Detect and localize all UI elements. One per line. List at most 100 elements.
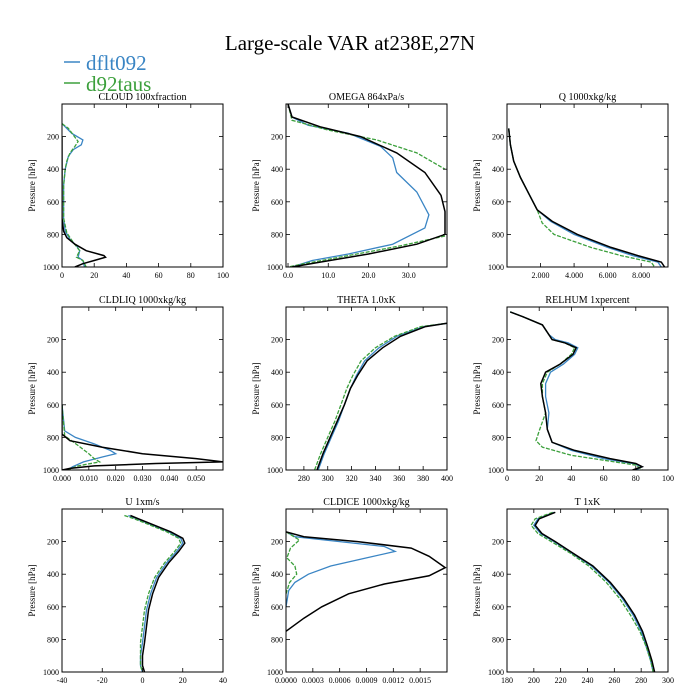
- x-tick-label: 340: [369, 474, 381, 483]
- y-tick-label: 600: [492, 198, 504, 207]
- x-tick-label: 0.030: [134, 474, 152, 483]
- y-axis-label: Pressure [hPa]: [27, 564, 37, 616]
- panel-title: OMEGA 864xPa/s: [329, 92, 404, 103]
- x-tick-label: 0.0000: [275, 676, 297, 685]
- x-tick-label: 60: [600, 474, 608, 483]
- x-tick-label: 40: [122, 271, 130, 280]
- series-group: [286, 531, 447, 632]
- panel-title: CLDICE 1000xkg/kg: [323, 497, 409, 508]
- x-tick-label: 8.000: [632, 271, 650, 280]
- series-line-line-2: [287, 235, 446, 267]
- y-tick-label: 800: [492, 230, 504, 239]
- series-line-line-2: [316, 322, 447, 470]
- series-line-d92taus: [530, 511, 654, 672]
- y-axis-label: Pressure [hPa]: [251, 159, 261, 211]
- series-line-line-2: [62, 136, 107, 267]
- y-tick-label: 1000: [43, 466, 59, 475]
- y-tick-label: 800: [271, 230, 283, 239]
- x-tick-label: 280: [298, 474, 310, 483]
- y-tick-label: 200: [271, 538, 283, 547]
- series-line-d92taus: [124, 514, 182, 672]
- x-tick-label: 0.010: [80, 474, 98, 483]
- x-tick-label: 0.0003: [302, 676, 324, 685]
- series-line-dflt092: [286, 531, 398, 607]
- x-tick-label: 400: [441, 474, 453, 483]
- x-tick-label: 300: [662, 676, 674, 685]
- x-tick-label: 0: [60, 271, 64, 280]
- x-tick-label: 360: [393, 474, 405, 483]
- series-line-dflt092: [509, 311, 644, 470]
- series-line-dflt092: [62, 404, 118, 470]
- y-tick-label: 400: [492, 165, 504, 174]
- series-line-dflt092: [317, 322, 447, 470]
- series-group: [530, 511, 656, 672]
- x-tick-label: 0.0006: [329, 676, 351, 685]
- y-tick-label: 400: [492, 368, 504, 377]
- y-tick-label: 1000: [43, 263, 59, 272]
- x-tick-label: 280: [635, 676, 647, 685]
- y-tick-label: 1000: [43, 668, 59, 677]
- y-tick-label: 800: [47, 433, 59, 442]
- panel-title: THETA 1.0xK: [337, 295, 396, 306]
- y-axis-label: Pressure [hPa]: [472, 362, 482, 414]
- panel-title: CLDLIQ 1000xkg/kg: [99, 295, 186, 306]
- x-tick-label: 320: [346, 474, 358, 483]
- series-line-dflt092: [287, 104, 430, 267]
- y-tick-label: 200: [271, 133, 283, 142]
- y-tick-label: 600: [271, 401, 283, 410]
- x-tick-label: 0: [141, 676, 145, 685]
- x-tick-label: 20: [535, 474, 543, 483]
- series-line-dflt092: [62, 123, 86, 267]
- y-tick-label: 800: [47, 230, 59, 239]
- x-tick-label: 0.0012: [382, 676, 404, 685]
- series-line-line-2: [534, 511, 656, 672]
- plot-frame: [61, 508, 224, 673]
- series-group: [507, 128, 666, 267]
- series-group: [62, 404, 223, 470]
- y-tick-label: 800: [271, 635, 283, 644]
- series-line-line-3: [287, 104, 446, 267]
- series-group: [509, 311, 645, 470]
- y-tick-label: 600: [492, 401, 504, 410]
- series-group: [62, 123, 107, 267]
- series-line-d92taus: [62, 123, 87, 267]
- x-tick-label: 220: [555, 676, 567, 685]
- plot-frame: [506, 508, 669, 673]
- panel-title: RELHUM 1xpercent: [545, 295, 629, 306]
- x-tick-label: -20: [97, 676, 108, 685]
- panel-2: Q 1000xkg/kg Pressure [hPa] 200 400 600 800 10…: [472, 92, 669, 280]
- y-tick-label: 1000: [488, 466, 504, 475]
- y-tick-label: 400: [271, 165, 283, 174]
- series-group: [287, 104, 446, 267]
- y-tick-label: 400: [271, 570, 283, 579]
- series-line-line-2: [62, 404, 223, 470]
- series-line-line-2: [509, 311, 645, 470]
- y-tick-label: 600: [271, 198, 283, 207]
- y-tick-label: 600: [47, 603, 59, 612]
- series-line-dflt092: [128, 514, 184, 672]
- panel-7: CLDICE 1000xkg/kg Pressure [hPa] 200 400 600…: [251, 497, 448, 685]
- x-tick-label: 200: [528, 676, 540, 685]
- legend-label-d92taus: d92taus: [86, 72, 151, 96]
- series-line-dflt092: [533, 511, 654, 672]
- x-tick-label: -40: [57, 676, 68, 685]
- series-group: [124, 514, 186, 672]
- x-tick-label: 2.000: [532, 271, 550, 280]
- x-tick-label: 0.000: [53, 474, 71, 483]
- x-tick-label: 40: [567, 474, 575, 483]
- x-tick-label: 10.0: [321, 271, 335, 280]
- series-line-line-2: [507, 128, 666, 267]
- x-tick-label: 60: [155, 271, 163, 280]
- x-tick-label: 100: [217, 271, 229, 280]
- y-tick-label: 400: [47, 165, 59, 174]
- x-tick-label: 240: [582, 676, 594, 685]
- series-line-d92taus: [62, 404, 102, 470]
- y-tick-label: 1000: [267, 466, 283, 475]
- y-tick-label: 1000: [488, 668, 504, 677]
- y-tick-label: 200: [47, 538, 59, 547]
- panel-title: T 1xK: [575, 497, 601, 508]
